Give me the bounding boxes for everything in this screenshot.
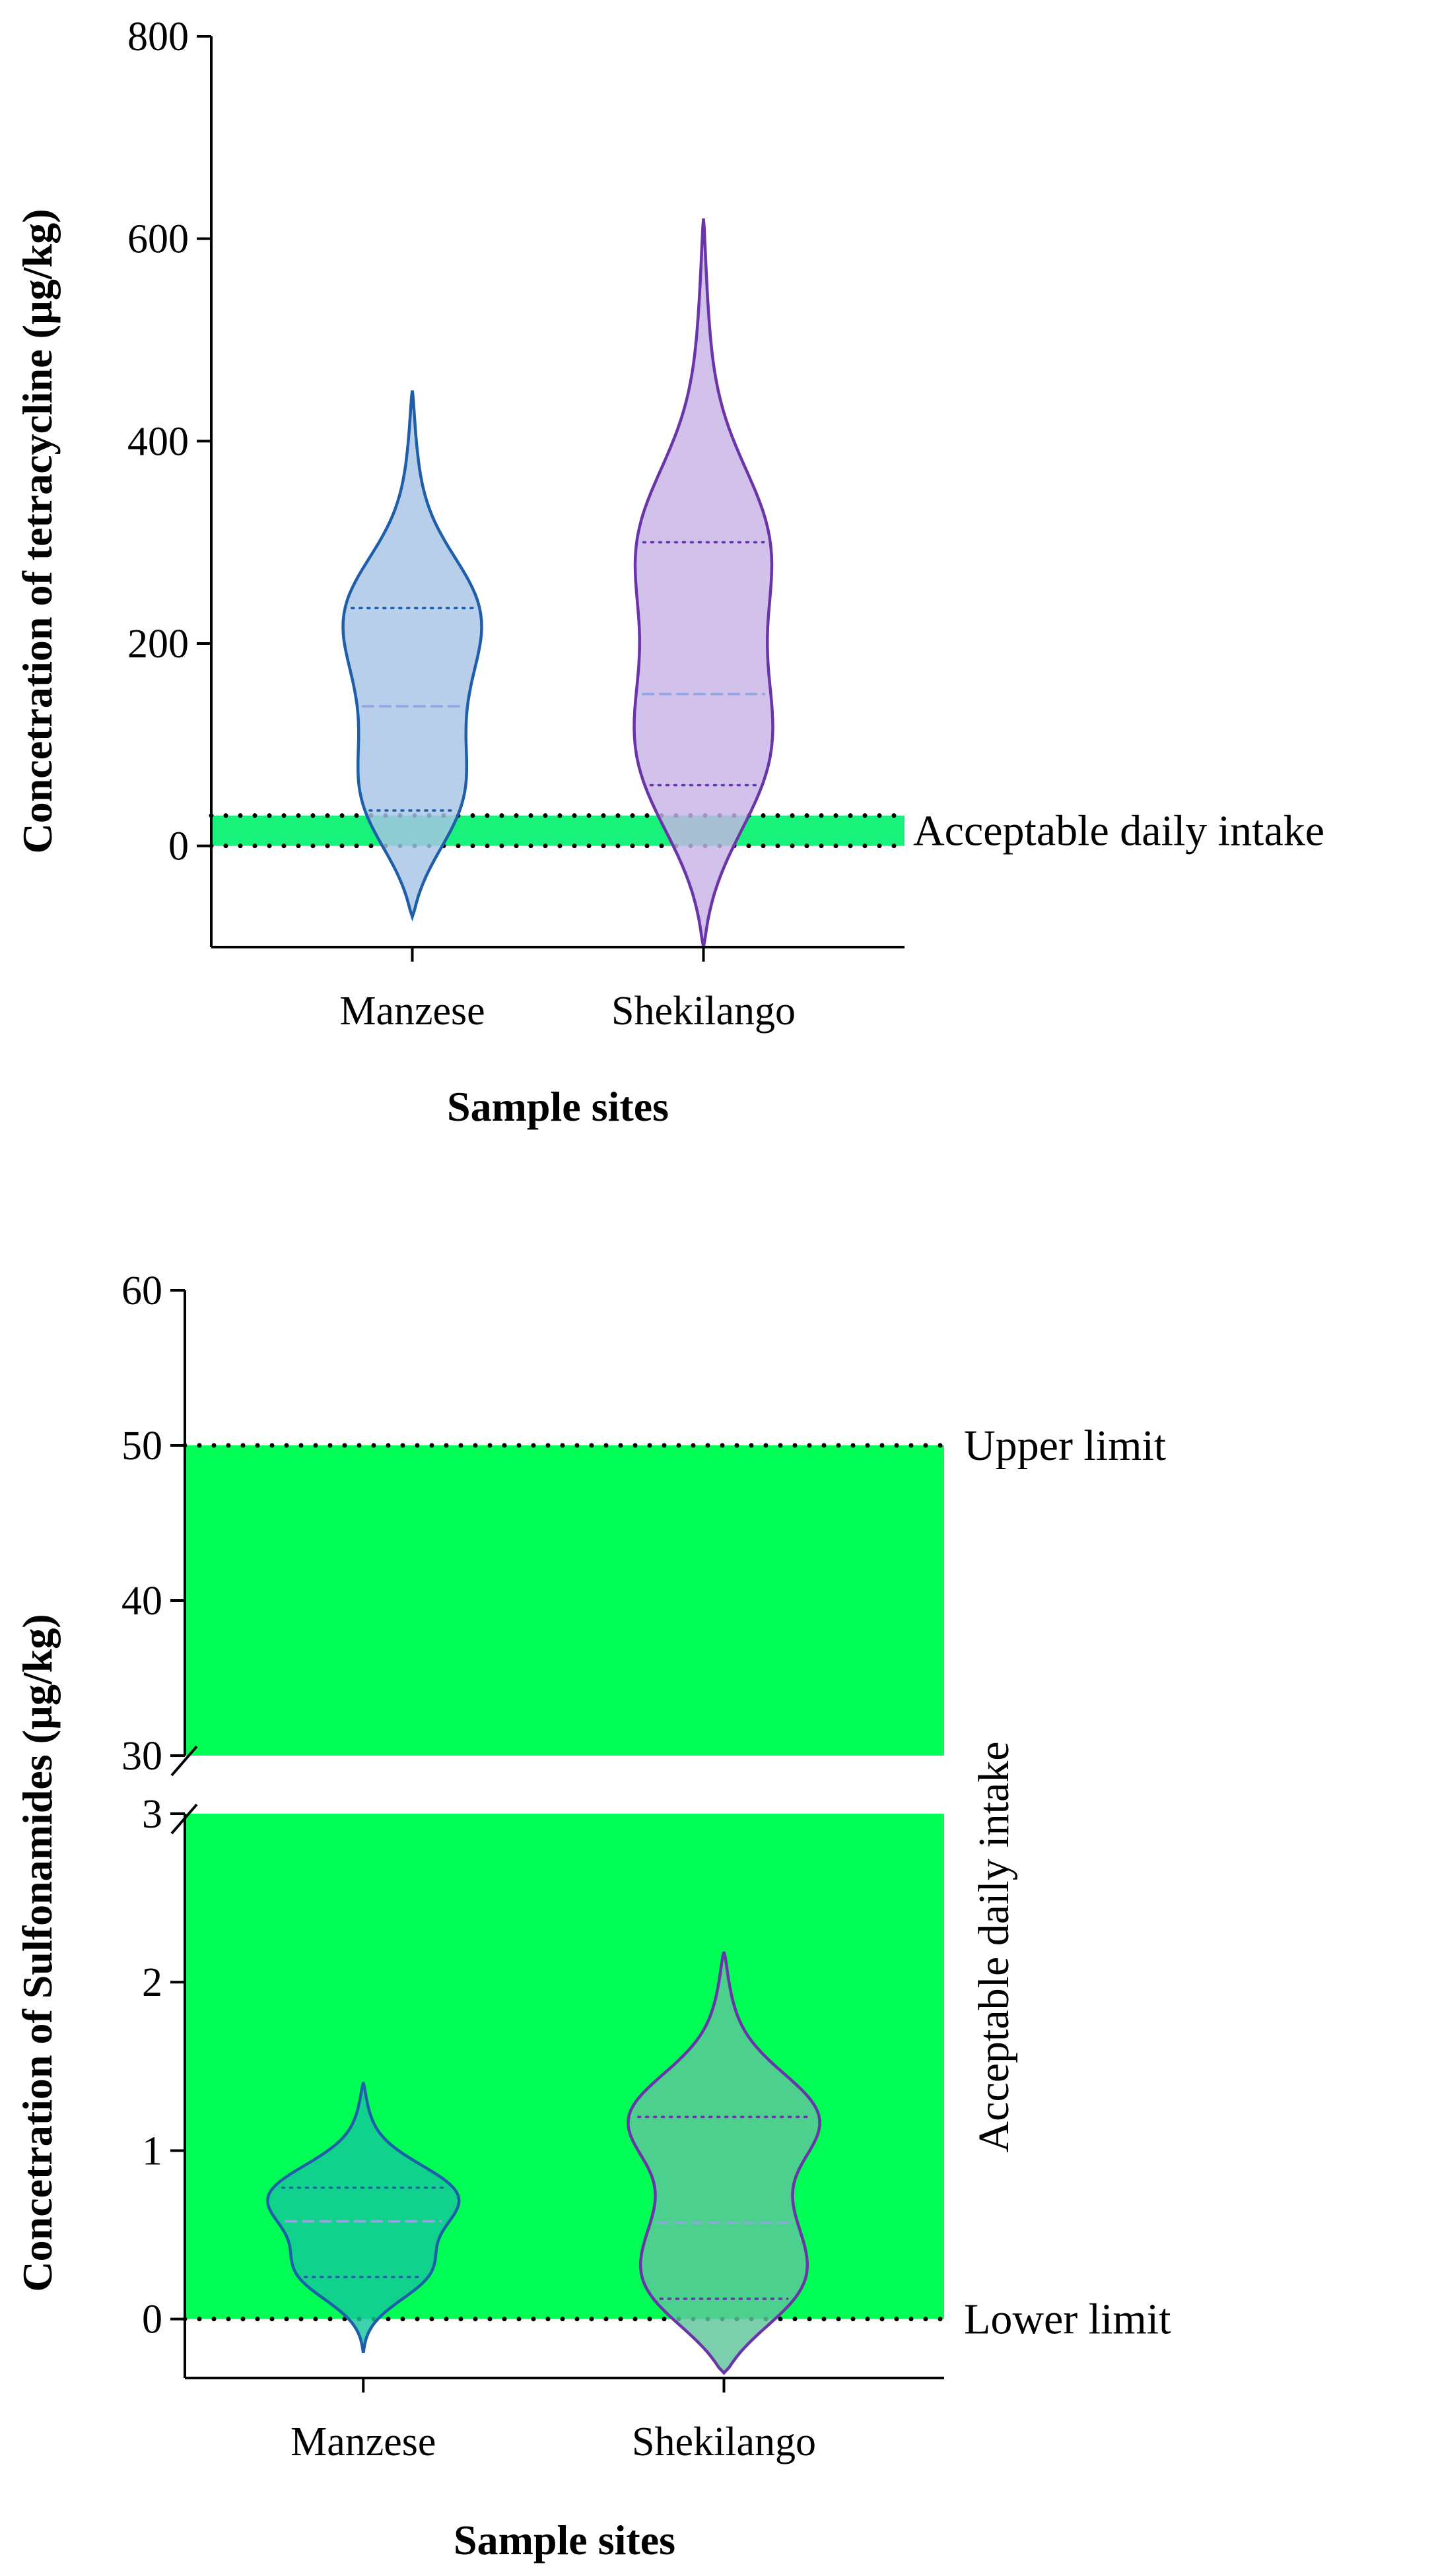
violin-manzese (341, 390, 483, 922)
sulfonamides-chart: 30 40 50 60 0 1 2 3 Manzese Shekilango Sample site… (14, 1269, 1171, 2563)
y-tick-label: 50 (121, 1424, 162, 1469)
tetracycline-chart: 0 200 400 600 800 Manzese Shekilango Sample sit… (14, 15, 1324, 1130)
axis-break-mark (170, 1745, 198, 1777)
y-tick-label: 1 (142, 2129, 162, 2173)
band-label: Acceptable daily intake (913, 807, 1324, 855)
x-tick-label: Shekilango (632, 2420, 816, 2464)
axis-break-mark (170, 1803, 198, 1835)
band-label: Acceptable daily intake (970, 1741, 1018, 2152)
y-tick-label: 40 (121, 1579, 162, 1624)
y-tick-label: 2 (142, 1960, 162, 2005)
y-tick-label: 0 (168, 824, 189, 869)
y-tick-label: 400 (127, 419, 189, 464)
violin-shekilango (633, 218, 774, 948)
acceptable-band-upper (185, 1445, 944, 1756)
violin-manzese (266, 2082, 461, 2354)
y-tick-label: 200 (127, 622, 189, 667)
y-tick-label: 800 (127, 15, 189, 59)
violin-shekilango (627, 1951, 821, 2375)
y-axis-title: Concetration of Sulfonamides (µg/kg) (14, 1614, 61, 2292)
x-axis-title: Sample sites (447, 1083, 669, 1130)
y-tick-label: 3 (142, 1792, 162, 1837)
y-tick-label: 60 (121, 1269, 162, 1313)
upper-limit-label: Upper limit (964, 1422, 1166, 1470)
acceptable-band (211, 815, 905, 846)
y-tick-label: 30 (121, 1734, 162, 1779)
x-axis-title: Sample sites (454, 2517, 675, 2563)
y-tick-label: 0 (142, 2297, 162, 2342)
x-tick-label: Manzese (291, 2420, 436, 2464)
x-tick-label: Shekilango (611, 989, 796, 1034)
y-tick-label: 600 (127, 217, 189, 262)
x-tick-label: Manzese (339, 989, 485, 1034)
y-axis-title: Concetration of tetracycline (µg/kg) (14, 209, 61, 853)
lower-limit-label: Lower limit (964, 2295, 1171, 2344)
